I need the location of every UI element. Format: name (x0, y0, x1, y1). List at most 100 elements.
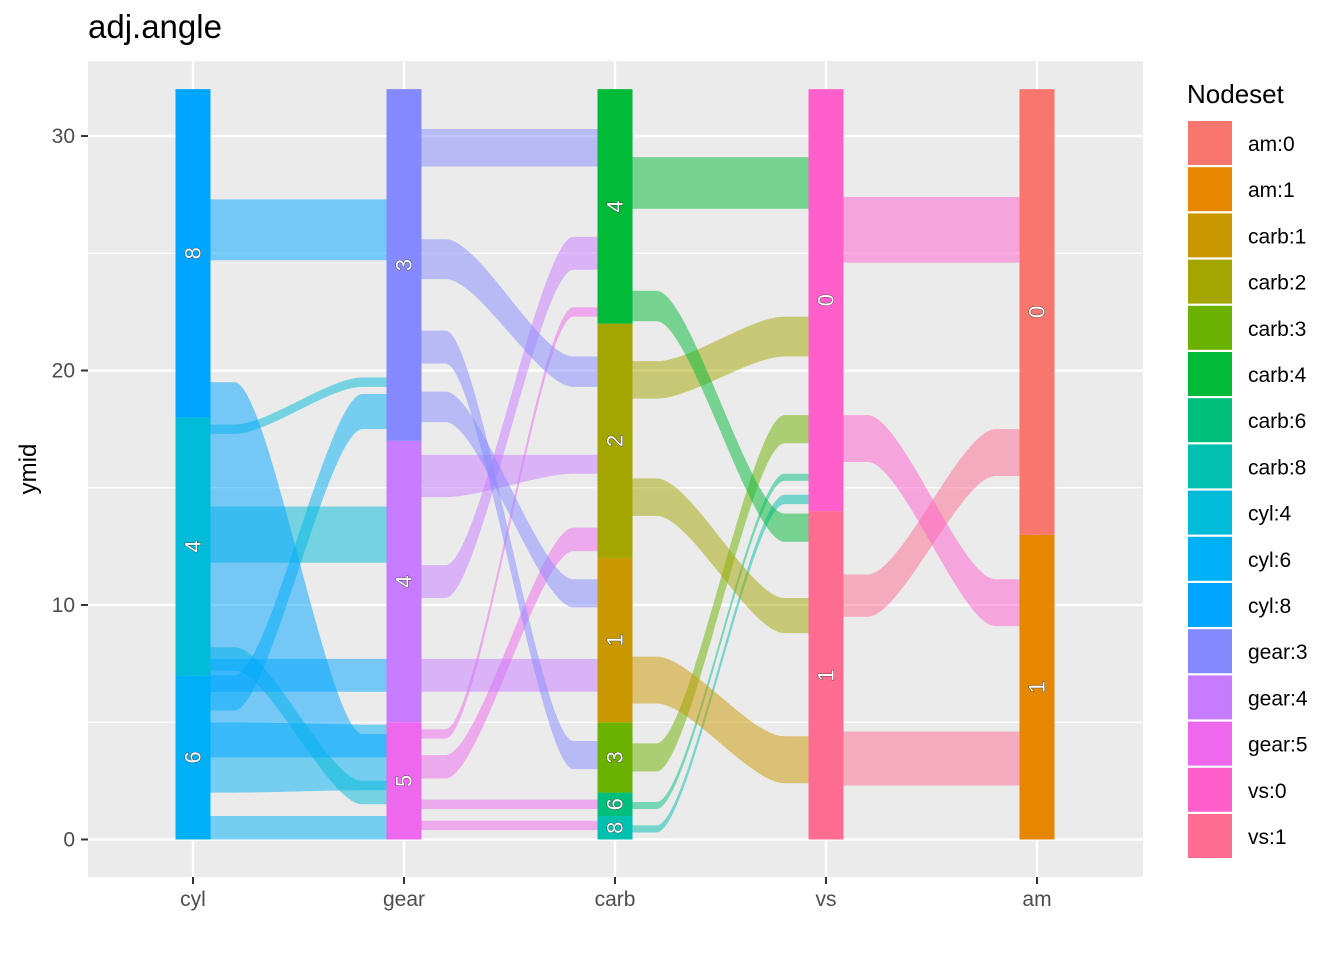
legend-label-gear:4: gear:4 (1248, 687, 1308, 710)
node-bar-1 (175, 417, 211, 676)
legend-key-carb:3 (1188, 305, 1232, 350)
legend-key-carb:4 (1188, 352, 1232, 396)
node-bar-6 (597, 816, 633, 840)
flow-band-8 (210, 658, 387, 692)
legend-key-gear:4 (1188, 675, 1232, 720)
y-tick-label: 20 (52, 360, 75, 383)
node-bar-9 (597, 558, 633, 723)
legend-key-gear:5 (1188, 721, 1232, 766)
legend-key-am:0 (1188, 121, 1232, 165)
y-tick-label: 30 (52, 125, 75, 148)
node-label-4: 4 (392, 575, 417, 587)
legend-label-gear:5: gear:5 (1248, 734, 1308, 757)
node-label-10: 2 (603, 435, 628, 447)
node-bar-13 (808, 89, 844, 512)
node-label-15: 0 (1025, 306, 1050, 318)
node-label-8: 3 (603, 751, 628, 763)
flow-band-28 (843, 731, 1020, 786)
flow-band-15 (421, 454, 598, 498)
flows (210, 129, 1020, 840)
node-bar-4 (386, 440, 422, 723)
flow-band-23 (632, 656, 809, 784)
node-label-5: 3 (392, 259, 417, 271)
node-label-1: 4 (181, 540, 206, 552)
nodes: 6 4 8 5 4 3 8 6 3 1 2 4 1 0 1 0 (175, 89, 1055, 840)
legend-key-gear:3 (1188, 629, 1232, 674)
legend-key-cyl:6 (1188, 536, 1232, 581)
flow-band-19 (421, 129, 598, 167)
flow-band-18 (421, 239, 598, 387)
y-tick-label: 0 (63, 828, 75, 851)
y-axis-title: ymid (15, 444, 42, 495)
legend-key-carb:6 (1188, 398, 1232, 443)
x-tick-label-cyl: cyl (180, 888, 206, 911)
node-label-12: 1 (814, 669, 839, 681)
node-label-9: 1 (603, 634, 628, 646)
x-tick-label-gear: gear (383, 888, 425, 911)
legend-label-carb:2: carb:2 (1248, 272, 1306, 295)
flow-band-13 (421, 658, 598, 692)
node-label-2: 8 (181, 247, 206, 259)
chart-title: adj.angle (88, 8, 222, 45)
x-tick-label-vs: vs (816, 888, 837, 911)
node-bar-10 (597, 323, 633, 559)
flow-band-7 (210, 199, 387, 261)
node-bar-2 (175, 89, 211, 418)
legend-key-vs:1 (1188, 814, 1232, 858)
node-label-13: 0 (814, 294, 839, 306)
legend-label-vs:1: vs:1 (1248, 826, 1287, 849)
legend-key-am:1 (1188, 167, 1232, 212)
legend-key-cyl:8 (1188, 583, 1232, 627)
flow-band-24 (632, 478, 809, 634)
legend-key-carb:2 (1188, 259, 1232, 304)
flow-band-10 (421, 799, 598, 809)
legend: Nodeset am:0 am:1 carb:1 carb:2 carb:3 carb:4… (1187, 79, 1308, 858)
legend-label-am:0: am:0 (1248, 133, 1295, 156)
y-axis: 0 10 20 30 (52, 125, 88, 851)
node-label-11: 4 (603, 200, 628, 212)
node-label-3: 5 (392, 775, 417, 787)
node-bar-5 (386, 89, 422, 441)
x-tick-label-am: am (1022, 888, 1051, 911)
flow-band-22 (632, 415, 809, 772)
flow-band-26 (632, 290, 809, 542)
node-bar-11 (597, 89, 633, 324)
node-label-6: 8 (603, 822, 628, 834)
flow-band-31 (843, 197, 1020, 263)
flow-band-5 (210, 377, 387, 434)
flow-band-11 (421, 527, 598, 779)
legend-label-gear:3: gear:3 (1248, 641, 1308, 664)
legend-label-carb:8: carb:8 (1248, 456, 1306, 479)
node-bar-12 (808, 511, 844, 840)
node-label-7: 6 (603, 798, 628, 810)
node-bar-7 (597, 792, 633, 817)
flow-band-30 (843, 415, 1020, 627)
flow-band-20 (632, 494, 809, 833)
x-tick-label-carb: carb (595, 888, 636, 911)
flow-band-9 (421, 820, 598, 831)
node-label-0: 6 (181, 751, 206, 763)
legend-label-cyl:4: cyl:4 (1248, 503, 1292, 526)
node-bar-0 (175, 675, 211, 840)
flow-band-21 (632, 473, 809, 809)
legend-label-am:1: am:1 (1248, 179, 1295, 202)
legend-label-carb:3: carb:3 (1248, 318, 1306, 341)
legend-label-carb:1: carb:1 (1248, 225, 1306, 248)
legend-title: Nodeset (1187, 79, 1285, 109)
legend-label-cyl:8: cyl:8 (1248, 595, 1291, 618)
legend-label-vs:0: vs:0 (1248, 780, 1287, 803)
node-bar-14 (1019, 534, 1055, 840)
legend-key-cyl:4 (1188, 490, 1232, 535)
y-tick-label: 10 (52, 594, 75, 617)
flow-band-0 (210, 816, 387, 840)
flow-band-17 (421, 330, 598, 770)
legend-key-carb:8 (1188, 444, 1232, 489)
flow-band-25 (632, 316, 809, 399)
legend-label-cyl:6: cyl:6 (1248, 549, 1291, 572)
flow-band-12 (421, 307, 598, 739)
legend-label-carb:6: carb:6 (1248, 410, 1306, 433)
x-axis: cyl gear carb vs am (180, 877, 1052, 911)
legend-key-carb:1 (1188, 213, 1232, 258)
node-bar-15 (1019, 89, 1055, 535)
